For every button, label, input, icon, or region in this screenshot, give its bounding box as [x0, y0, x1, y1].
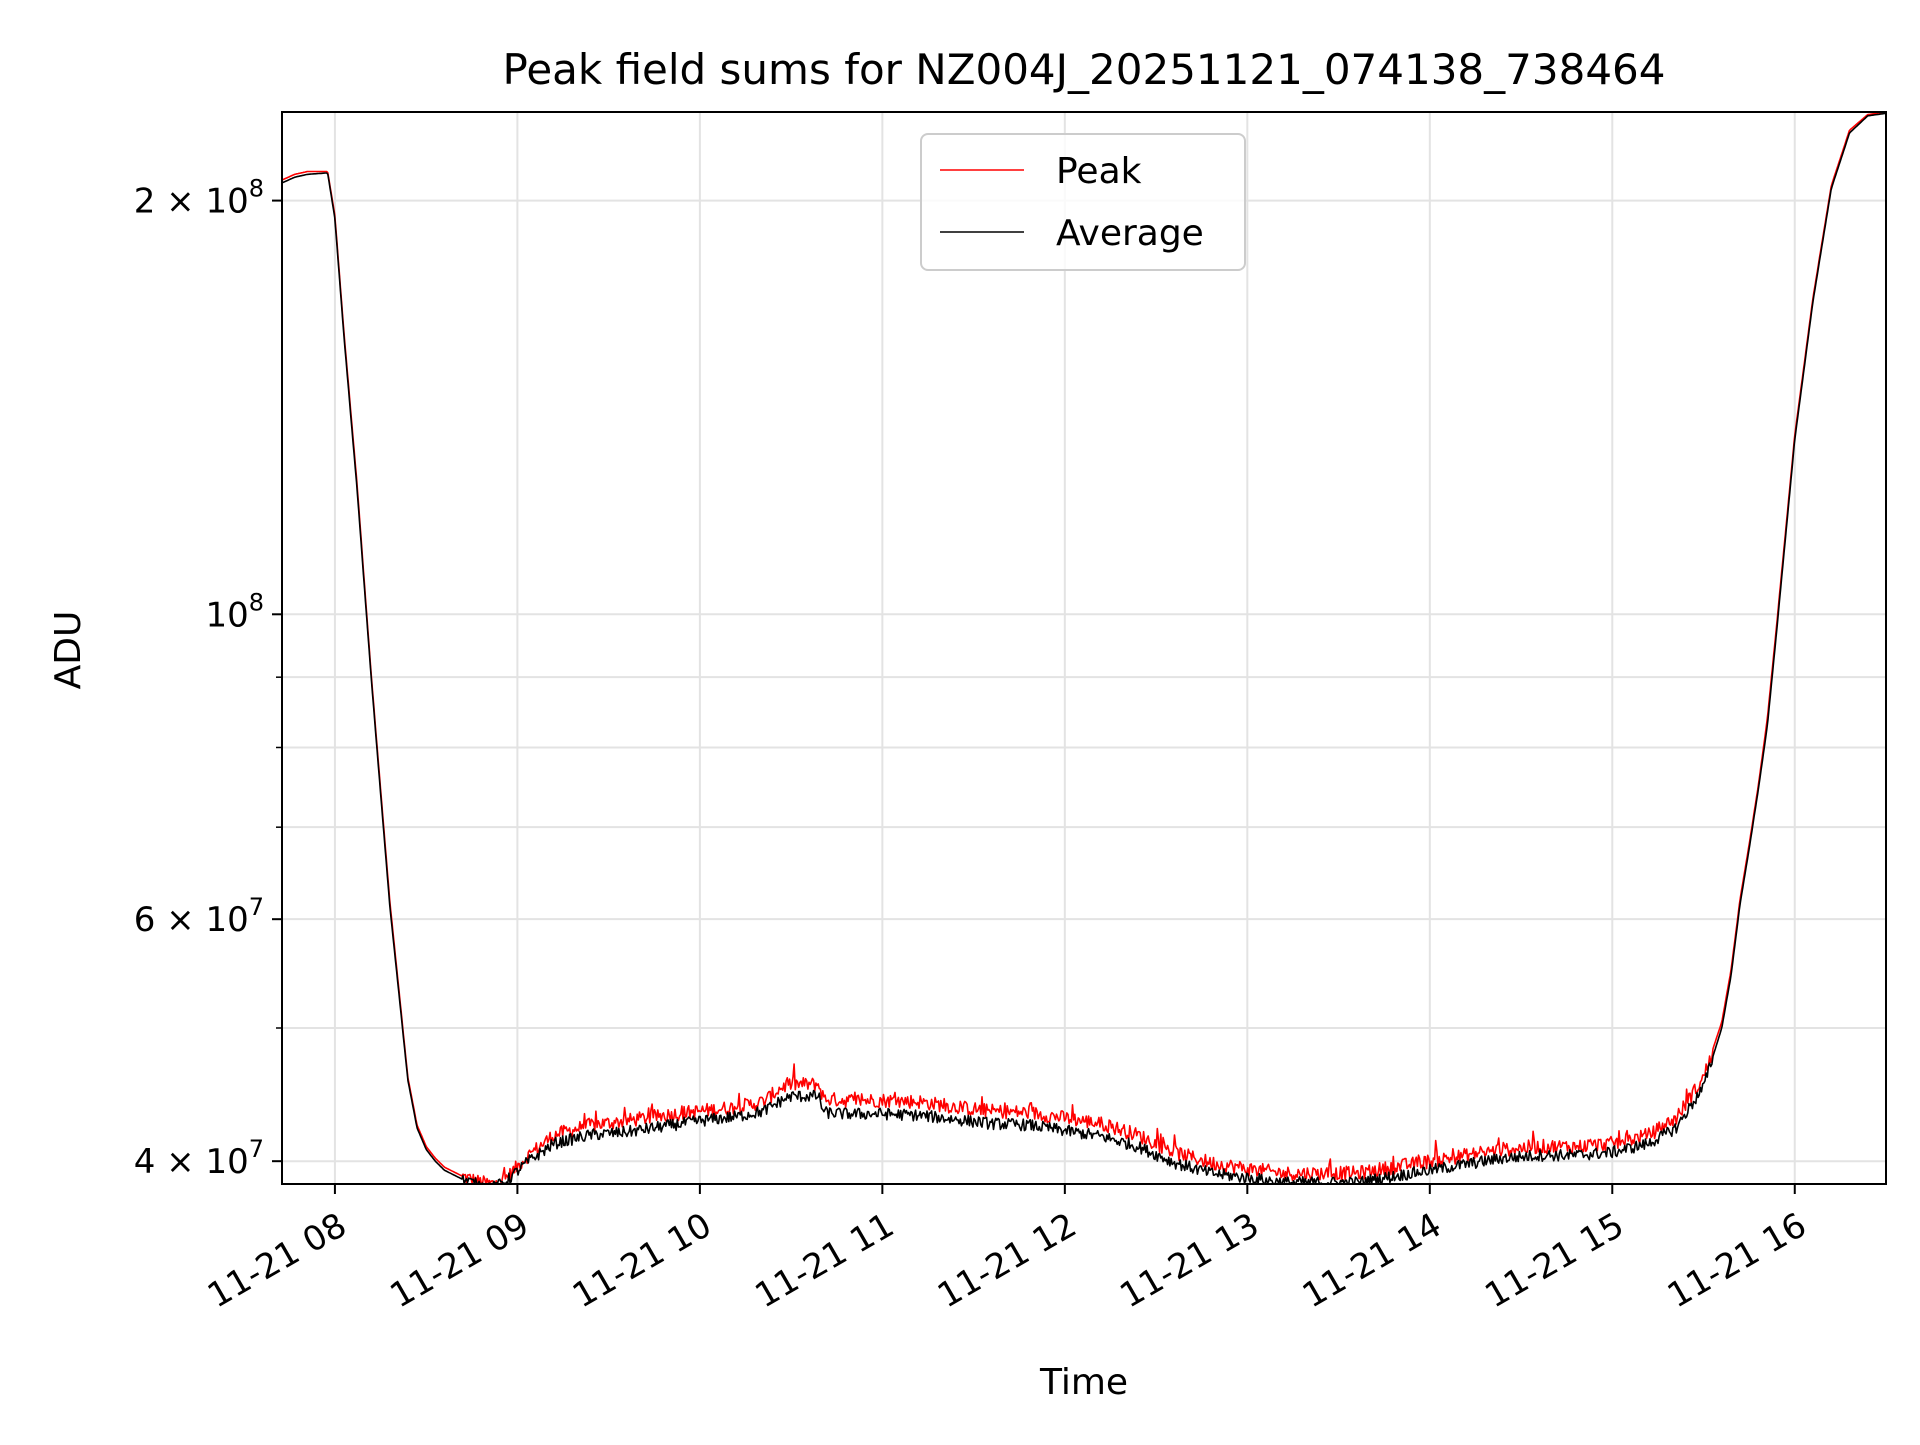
plot-frame — [281, 111, 1887, 1185]
y-tick-label: 108 — [205, 588, 264, 635]
series-line-peak — [281, 111, 1887, 1185]
legend: Peak Average — [920, 133, 1246, 271]
y-axis-label: ADU — [48, 611, 89, 690]
y-tick-label-exponent: 8 — [249, 175, 264, 203]
y-tick-label-base: 2 × 10 — [134, 182, 249, 222]
chart-title: Peak field sums for NZ004J_20251121_0741… — [503, 45, 1666, 94]
y-tick-label: 6 × 107 — [134, 893, 264, 940]
grid — [282, 112, 1886, 1184]
y-tick-label-base: 6 × 10 — [134, 900, 249, 940]
legend-label-peak: Peak — [1056, 151, 1142, 192]
y-tick-label: 4 × 107 — [134, 1135, 264, 1182]
y-tick-label-base: 4 × 10 — [134, 1142, 249, 1182]
y-tick-label-exponent: 8 — [249, 588, 264, 616]
legend-label-average: Average — [1056, 213, 1204, 254]
x-axis-label: Time — [1039, 1362, 1128, 1403]
series-line-average — [281, 112, 1887, 1185]
legend-box — [920, 133, 1246, 271]
y-tick-label: 2 × 108 — [134, 175, 264, 222]
y-tick-label-base: 10 — [205, 595, 248, 635]
series-layer — [281, 111, 1887, 1185]
y-tick-label-exponent: 7 — [249, 893, 264, 921]
y-tick-label-exponent: 7 — [249, 1135, 264, 1163]
